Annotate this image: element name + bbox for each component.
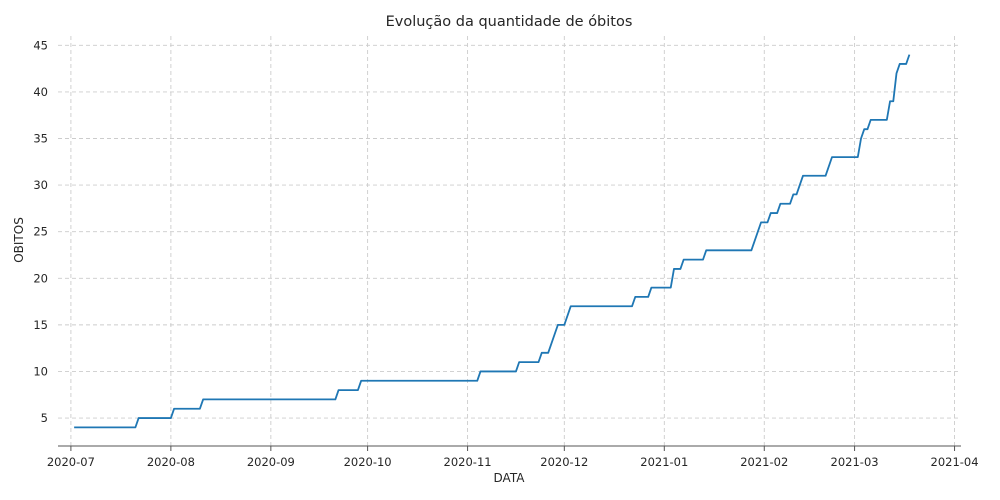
x-tick-label: 2020-10 [344,455,392,469]
x-tick-label: 2020-07 [47,455,95,469]
y-axis-title: OBITOS [12,217,26,263]
x-tick-label: 2020-08 [147,455,195,469]
x-tick-label: 2020-09 [247,455,295,469]
y-tick-label: 5 [41,411,48,425]
x-axis-ticks: 2020-07 2020-08 2020-09 2020-10 2020-11 2020-… [47,446,979,469]
x-tick-label: 2021-03 [831,455,879,469]
x-axis-title: DATA [494,471,526,485]
x-tick-label: 2020-11 [444,455,492,469]
y-tick-label: 10 [33,364,48,378]
y-tick-label: 45 [33,38,48,52]
y-tick-label: 35 [33,132,48,146]
chart-title: Evolução da quantidade de óbitos [386,14,633,30]
y-tick-label: 25 [33,225,48,239]
x-tick-label: 2021-01 [640,455,688,469]
y-axis-ticks: 5 10 15 20 25 30 35 40 45 [33,38,48,425]
y-tick-label: 40 [33,85,48,99]
x-tick-label: 2021-02 [740,455,788,469]
x-tick-label: 2021-04 [931,455,979,469]
y-tick-label: 15 [33,318,48,332]
y-tick-label: 30 [33,178,48,192]
series-line [74,54,911,429]
x-tick-label: 2020-12 [540,455,588,469]
series-group [74,54,911,429]
y-tick-label: 20 [33,271,48,285]
grid [58,36,961,446]
